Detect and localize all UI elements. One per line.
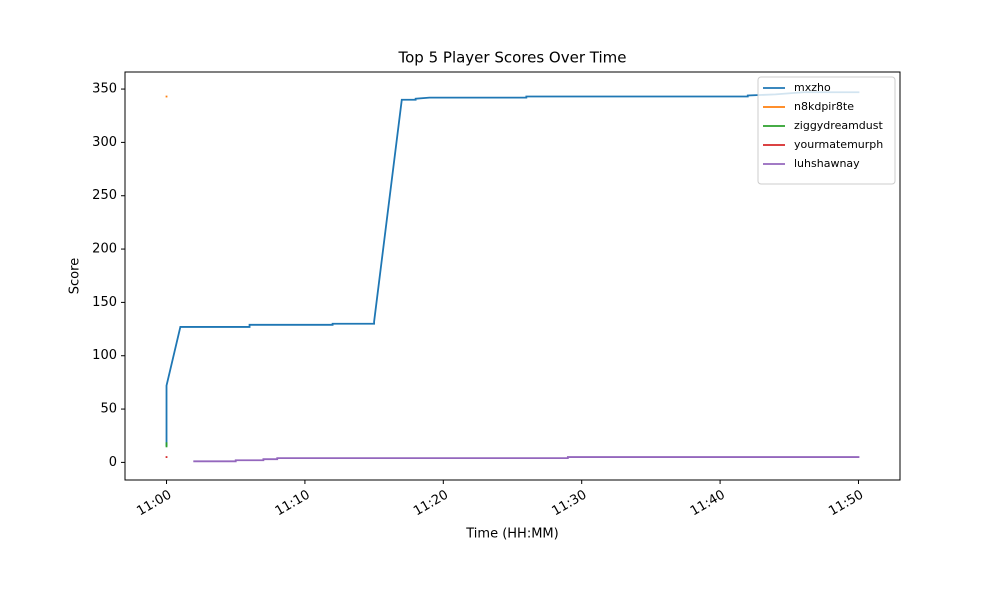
x-tick-label: 11:30 <box>549 488 589 520</box>
legend-box <box>757 76 896 185</box>
legend-label: n8kdpir8te <box>794 100 854 113</box>
x-tick-label: 11:00 <box>134 488 174 520</box>
y-tick-label: 200 <box>92 242 117 257</box>
legend-label: ziggydreamdust <box>794 119 883 132</box>
x-tick-label: 11:40 <box>688 488 728 520</box>
chart-title: Top 5 Player Scores Over Time <box>398 49 627 67</box>
legend-label: luhshawnay <box>794 157 860 170</box>
x-tick-label: 11:50 <box>826 488 866 520</box>
y-tick-label: 100 <box>92 348 117 363</box>
x-tick-label: 11:20 <box>411 488 451 520</box>
legend: mxzho n8kdpir8te ziggydreamdust yourmatemur… <box>757 76 896 185</box>
plot-frame <box>124 71 901 481</box>
y-tick-label: 0 <box>109 455 117 470</box>
line-series <box>165 91 860 447</box>
y-axis-label: Score <box>68 258 83 294</box>
x-axis-label: Time (HH:MM) <box>465 527 558 542</box>
line-series <box>193 456 860 463</box>
y-tick-label: 350 <box>92 82 117 97</box>
y-tick-label: 50 <box>100 402 117 417</box>
y-tick-label: 250 <box>92 188 117 203</box>
y-tick-label: 300 <box>92 135 117 150</box>
x-tick-label: 11:10 <box>273 488 313 520</box>
y-tick-label: 150 <box>92 295 117 310</box>
legend-label: mxzho <box>794 81 831 94</box>
legend-label: yourmatemurph <box>794 138 883 151</box>
